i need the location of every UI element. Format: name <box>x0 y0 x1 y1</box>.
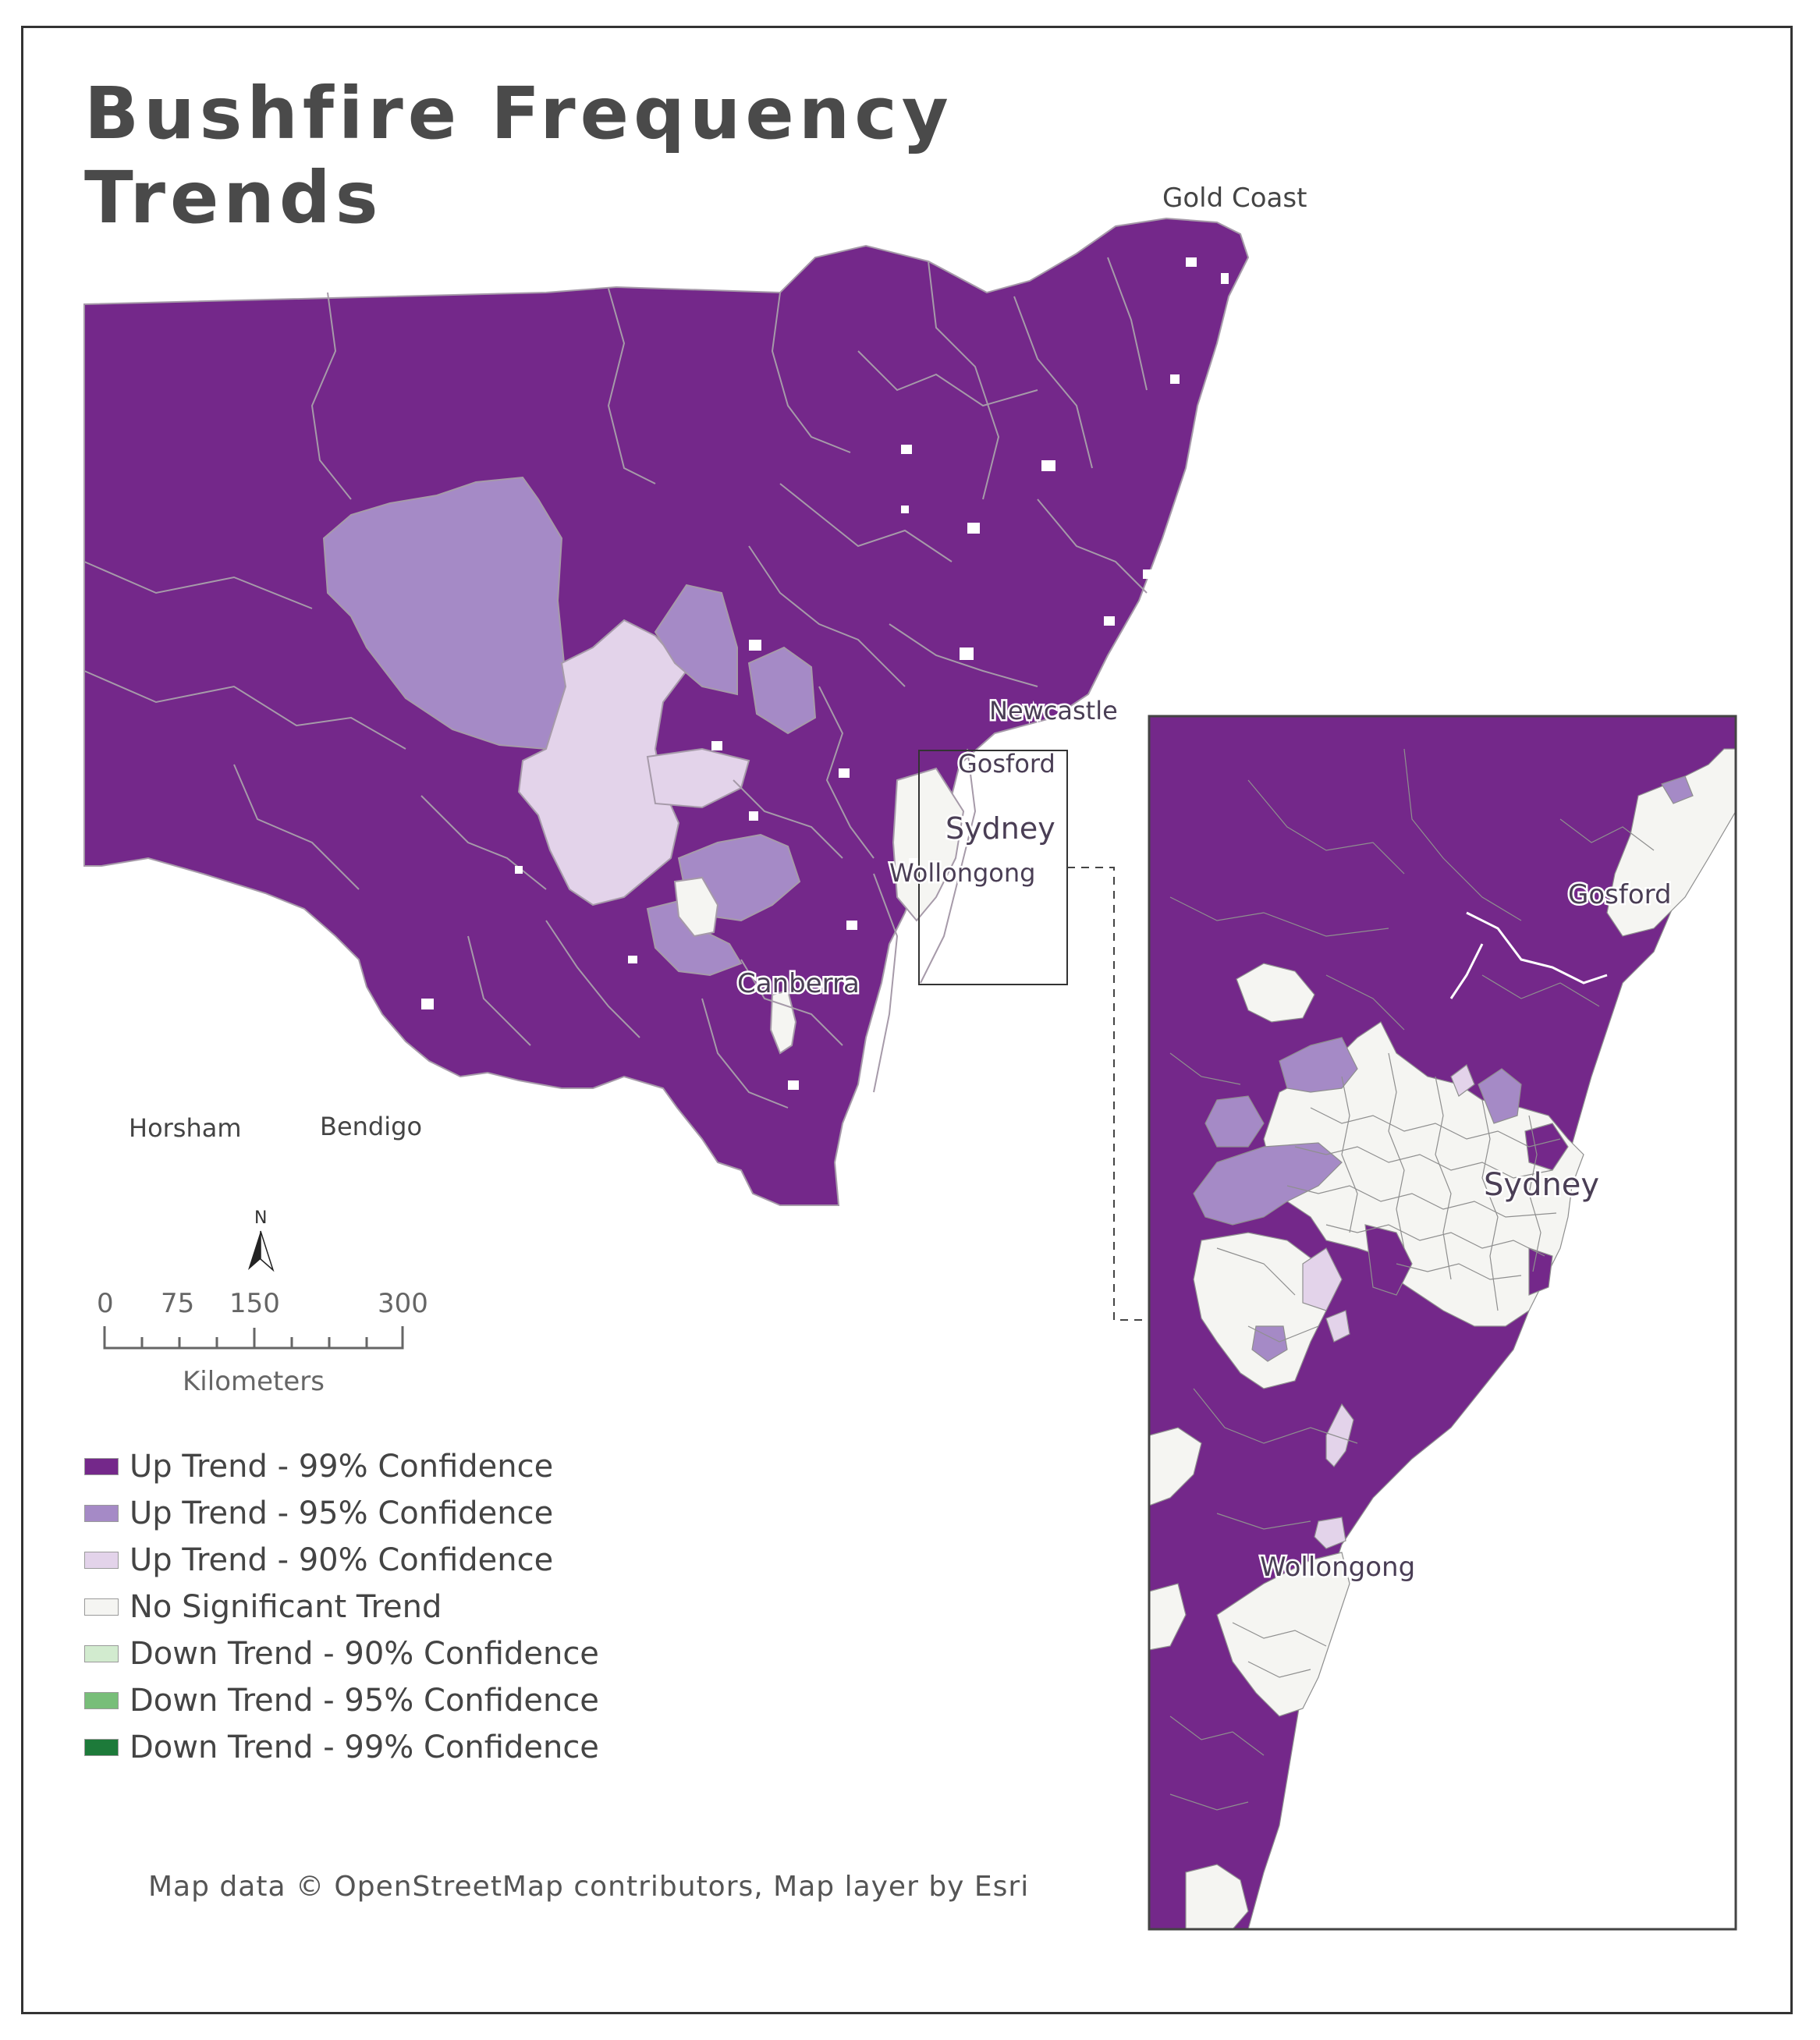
inset-region-up-95-b[interactable] <box>1204 1095 1265 1148</box>
scale-bar-line <box>103 1326 404 1350</box>
label-wollongong: Wollongong <box>889 858 1035 888</box>
scale-tick-150: 150 <box>229 1288 280 1319</box>
inset-region-up-90-c[interactable] <box>1325 1403 1354 1467</box>
legend-label-up-95: Up Trend - 95% Confidence <box>129 1495 554 1531</box>
inset-label-wollongong: Wollongong <box>1260 1552 1415 1583</box>
map-title-line-1: Bushfire Frequency <box>84 72 953 155</box>
legend-swatch-up-90 <box>84 1552 119 1569</box>
label-newcastle: Newcastle <box>989 696 1118 726</box>
town-specks <box>421 257 1229 1090</box>
label-canberra: Canberra <box>737 968 860 999</box>
scale-unit: Kilometers <box>183 1366 325 1397</box>
legend-swatch-down-90 <box>84 1645 119 1662</box>
map-title: Bushfire Frequency Trends <box>84 72 953 240</box>
legend-swatch-down-99 <box>84 1739 119 1756</box>
inset-map <box>1149 716 1736 1929</box>
inset-region-up-95-d[interactable] <box>1478 1068 1522 1124</box>
inset-region-no-trend-sw[interactable] <box>1149 1583 1187 1651</box>
inset-region-up-95-e[interactable] <box>1251 1325 1288 1362</box>
legend-swatch-no-trend <box>84 1598 119 1616</box>
region-up-95-north[interactable] <box>654 584 738 696</box>
main-map <box>83 217 1250 1321</box>
legend-item-down-95: Down Trend - 95% Confidence <box>84 1677 599 1724</box>
inset-region-up-95-f[interactable] <box>1661 775 1694 804</box>
inset-region-up-95-c[interactable] <box>1193 1142 1343 1226</box>
inset-region-up-90-d[interactable] <box>1314 1517 1346 1549</box>
legend-swatch-up-99 <box>84 1458 119 1475</box>
legend: Up Trend - 99% Confidence Up Trend - 95%… <box>84 1443 599 1771</box>
inset-region-no-trend-south[interactable] <box>1185 1864 1249 1929</box>
inset-connector-line <box>1067 867 1149 1321</box>
scale-bar: 0 75 150 300 Kilometers <box>97 1288 428 1397</box>
inset-frame <box>1148 715 1737 1931</box>
region-up-95-mid[interactable] <box>747 646 817 735</box>
inset-region-no-trend-nw[interactable] <box>1236 963 1315 1023</box>
inset-label-sydney: Sydney <box>1484 1167 1599 1203</box>
label-sydney: Sydney <box>945 811 1055 846</box>
inset-labels: Gosford Sydney Wollongong <box>1258 878 1674 1585</box>
legend-label-down-95: Down Trend - 95% Confidence <box>129 1683 599 1719</box>
legend-swatch-up-95 <box>84 1505 119 1522</box>
north-arrow-label: N <box>254 1208 267 1228</box>
inset-label-gosford: Gosford <box>1568 879 1672 910</box>
map-frame <box>21 26 1793 2014</box>
inset-region-up-90-e[interactable] <box>1450 1064 1475 1097</box>
region-no-trend-central[interactable] <box>673 876 719 938</box>
inset-region-no-trend-edge[interactable] <box>1149 1427 1202 1506</box>
label-horsham: Horsham <box>129 1113 242 1143</box>
main-map-labels: Gold Coast Newcastle Gosford Sydney Woll… <box>129 183 1307 1143</box>
inset-region-up-99-metro <box>1364 1224 1413 1296</box>
label-bendigo: Bendigo <box>320 1112 422 1141</box>
lga-boundaries <box>83 257 1148 1109</box>
inset-region-no-trend-west[interactable] <box>1193 1232 1327 1389</box>
map-title-line-2: Trends <box>84 156 383 239</box>
inset-region-no-trend-gosford[interactable] <box>1606 748 1736 937</box>
inset-region-no-trend-wollongong[interactable] <box>1216 1552 1350 1717</box>
legend-item-up-99: Up Trend - 99% Confidence <box>84 1443 599 1490</box>
region-no-trend-coast[interactable] <box>892 767 965 922</box>
inset-waterways <box>1449 911 1608 999</box>
legend-label-up-99: Up Trend - 99% Confidence <box>129 1449 554 1485</box>
scale-tick-0: 0 <box>97 1288 114 1319</box>
legend-item-up-95: Up Trend - 95% Confidence <box>84 1490 599 1537</box>
scale-tick-75: 75 <box>161 1288 194 1319</box>
north-arrow: N <box>248 1208 275 1272</box>
label-gold-coast: Gold Coast <box>1162 183 1307 214</box>
legend-item-up-90: Up Trend - 90% Confidence <box>84 1537 599 1584</box>
legend-item-down-90: Down Trend - 90% Confidence <box>84 1630 599 1677</box>
inset-boundaries <box>1169 748 1655 1811</box>
region-up-99-state[interactable] <box>83 217 1250 1206</box>
scale-tick-300: 300 <box>378 1288 428 1319</box>
legend-label-no-trend: No Significant Trend <box>129 1589 442 1625</box>
legend-label-down-90: Down Trend - 90% Confidence <box>129 1636 599 1672</box>
inset-region-up-95-a[interactable] <box>1279 1037 1358 1093</box>
legend-swatch-down-95 <box>84 1692 119 1709</box>
legend-label-down-99: Down Trend - 99% Confidence <box>129 1730 599 1765</box>
inset-region-up-90-b[interactable] <box>1325 1310 1350 1343</box>
inset-region-no-trend-sydney[interactable] <box>1263 1021 1584 1327</box>
legend-item-down-99: Down Trend - 99% Confidence <box>84 1724 599 1771</box>
inset-region-up-90-a[interactable] <box>1302 1247 1343 1311</box>
legend-label-up-90: Up Trend - 90% Confidence <box>129 1542 554 1578</box>
attribution: Map data © OpenStreetMap contributors, M… <box>148 1871 1030 1903</box>
label-gosford: Gosford <box>958 749 1055 779</box>
legend-item-no-trend: No Significant Trend <box>84 1584 599 1630</box>
